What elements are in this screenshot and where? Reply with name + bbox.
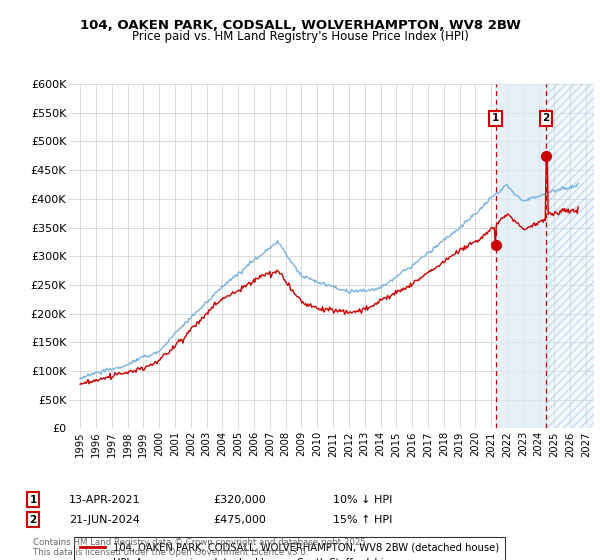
Text: 2: 2: [542, 114, 550, 123]
Legend: 104, OAKEN PARK, CODSALL, WOLVERHAMPTON, WV8 2BW (detached house), HPI: Average : 104, OAKEN PARK, CODSALL, WOLVERHAMPTON,…: [74, 536, 505, 560]
Text: £475,000: £475,000: [213, 515, 266, 525]
Bar: [546, 84, 594, 428]
Text: Price paid vs. HM Land Registry's House Price Index (HPI): Price paid vs. HM Land Registry's House …: [131, 30, 469, 43]
Bar: [496, 84, 546, 428]
Text: 1: 1: [492, 114, 499, 123]
Bar: [546, 84, 594, 428]
Text: 15% ↑ HPI: 15% ↑ HPI: [333, 515, 392, 525]
Text: £320,000: £320,000: [213, 494, 266, 505]
Text: 1: 1: [29, 494, 37, 505]
Text: 2: 2: [29, 515, 37, 525]
Text: 104, OAKEN PARK, CODSALL, WOLVERHAMPTON, WV8 2BW: 104, OAKEN PARK, CODSALL, WOLVERHAMPTON,…: [80, 19, 520, 32]
Text: Contains HM Land Registry data © Crown copyright and database right 2025.
This d: Contains HM Land Registry data © Crown c…: [33, 538, 368, 557]
Text: 13-APR-2021: 13-APR-2021: [69, 494, 140, 505]
Text: 10% ↓ HPI: 10% ↓ HPI: [333, 494, 392, 505]
Text: 21-JUN-2024: 21-JUN-2024: [69, 515, 140, 525]
